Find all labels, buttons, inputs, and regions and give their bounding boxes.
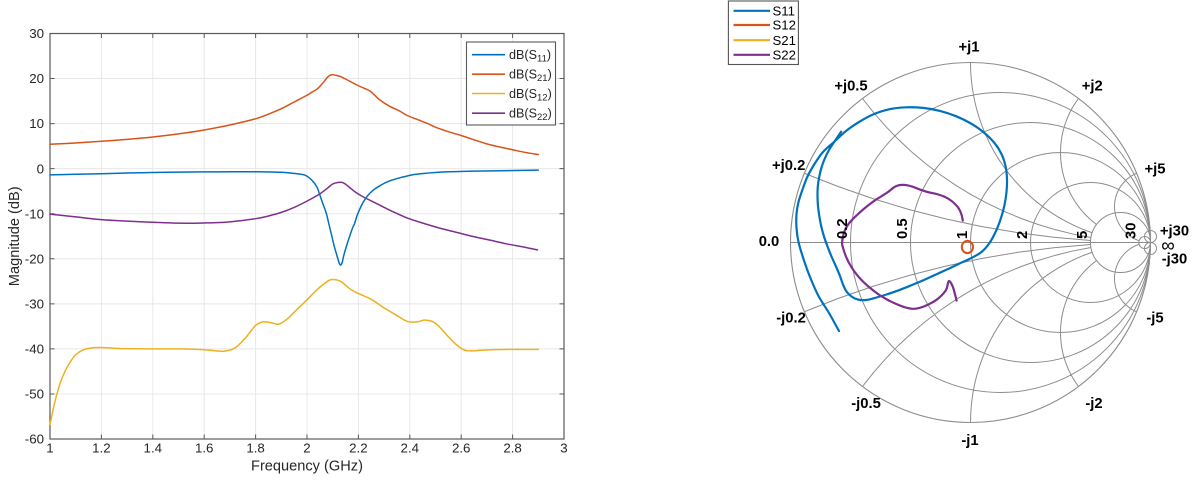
svg-text:2: 2 <box>303 441 310 456</box>
svg-text:1: 1 <box>46 441 53 456</box>
svg-text:+j0.5: +j0.5 <box>834 79 867 95</box>
svg-text:1.2: 1.2 <box>92 441 111 456</box>
svg-text:-60: -60 <box>25 432 44 447</box>
svg-text:∞: ∞ <box>1161 236 1175 257</box>
svg-text:1.6: 1.6 <box>195 441 214 456</box>
svg-text:S22: S22 <box>773 47 796 62</box>
svg-text:30: 30 <box>29 26 44 41</box>
svg-text:10: 10 <box>29 116 44 131</box>
svg-text:S11: S11 <box>773 3 796 18</box>
svg-text:-30: -30 <box>25 296 44 311</box>
svg-text:3: 3 <box>560 441 567 456</box>
svg-text:S21: S21 <box>773 33 796 48</box>
svg-text:2.8: 2.8 <box>503 441 522 456</box>
svg-text:-j5: -j5 <box>1146 310 1163 326</box>
svg-text:2.4: 2.4 <box>401 441 420 456</box>
svg-text:-j0.5: -j0.5 <box>851 396 881 412</box>
svg-text:-j30: -j30 <box>1162 252 1188 268</box>
svg-text:-j0.2: -j0.2 <box>776 311 806 327</box>
svg-text:0: 0 <box>37 161 44 176</box>
svg-text:-j2: -j2 <box>1085 396 1102 412</box>
svg-text:-40: -40 <box>25 341 44 356</box>
svg-text:+j1: +j1 <box>959 40 980 56</box>
svg-text:-20: -20 <box>25 251 44 266</box>
svg-text:-10: -10 <box>25 206 44 221</box>
svg-text:5: 5 <box>1075 231 1091 239</box>
svg-text:0.2: 0.2 <box>835 218 851 239</box>
svg-text:2: 2 <box>1015 231 1031 239</box>
svg-text:Frequency (GHz): Frequency (GHz) <box>251 459 363 475</box>
svg-text:S12: S12 <box>773 18 796 33</box>
svg-text:+j30: +j30 <box>1160 224 1189 240</box>
svg-text:20: 20 <box>29 71 44 86</box>
svg-text:0.0: 0.0 <box>759 234 780 250</box>
svg-text:1.8: 1.8 <box>246 441 265 456</box>
svg-text:1: 1 <box>955 231 971 239</box>
svg-text:0.5: 0.5 <box>895 218 911 239</box>
svg-text:30: 30 <box>1123 223 1139 239</box>
svg-text:2.6: 2.6 <box>452 441 471 456</box>
svg-text:1.4: 1.4 <box>144 441 163 456</box>
svg-text:Magnitude (dB): Magnitude (dB) <box>7 186 23 286</box>
svg-text:+j2: +j2 <box>1082 79 1103 95</box>
svg-text:+j5: +j5 <box>1145 162 1166 178</box>
svg-text:2.2: 2.2 <box>349 441 368 456</box>
svg-text:-50: -50 <box>25 387 44 402</box>
svg-text:-j1: -j1 <box>961 433 978 449</box>
svg-text:+j0.2: +j0.2 <box>772 158 805 174</box>
